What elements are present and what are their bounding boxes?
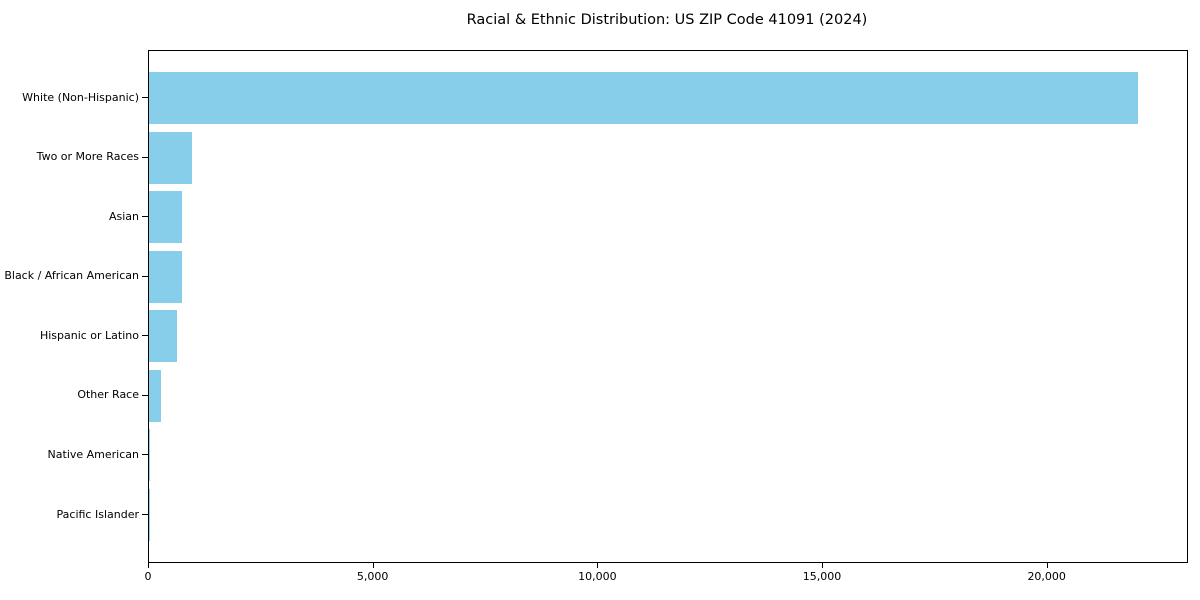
y-tick-label-white-non-hispanic: White (Non-Hispanic) [22,90,139,104]
y-tick-label-two-or-more-races: Two or More Races [36,150,139,164]
bar-two-or-more-races [149,131,192,184]
plot-area [148,50,1188,563]
bar-other-race [149,369,161,422]
chart-title: Racial & Ethnic Distribution: US ZIP Cod… [466,12,868,28]
y-tick-mark [142,394,148,396]
x-tick-mark [148,562,149,568]
bar-white-non-hispanic [149,72,1138,124]
y-tick-label-other-race: Other Race [77,388,139,402]
x-tick-label-5000: 5,000 [356,570,389,583]
y-tick-mark [142,97,148,98]
y-tick-label-asian: Asian [108,209,139,223]
x-tick-label-20000: 20,000 [1027,570,1066,583]
x-tick-mark [1046,562,1048,568]
x-tick-mark [822,562,824,568]
y-tick-label-hispanic-or-latino: Hispanic or Latino [39,328,139,342]
y-tick-mark [142,275,148,277]
x-tick-label-10000: 10,000 [578,570,617,583]
x-tick-mark [597,562,599,568]
x-tick-label-0: 0 [144,570,152,583]
bar-hispanic-or-latino [149,310,177,363]
x-tick-label-15000: 15,000 [802,570,842,583]
y-tick-mark [142,216,148,218]
y-tick-mark [142,454,148,456]
x-tick-mark [372,562,374,568]
y-tick-mark [142,514,148,515]
y-tick-mark [142,156,148,158]
y-tick-label-pacific-islander: Pacific Islander [56,507,139,521]
bar-native-american [149,429,150,482]
y-tick-label-native-american: Native American [47,447,139,461]
bar-black-african-american [149,250,182,303]
y-tick-label-black-african-american: Black / African American [4,269,139,283]
y-tick-mark [142,335,148,337]
bar-asian [149,191,182,244]
